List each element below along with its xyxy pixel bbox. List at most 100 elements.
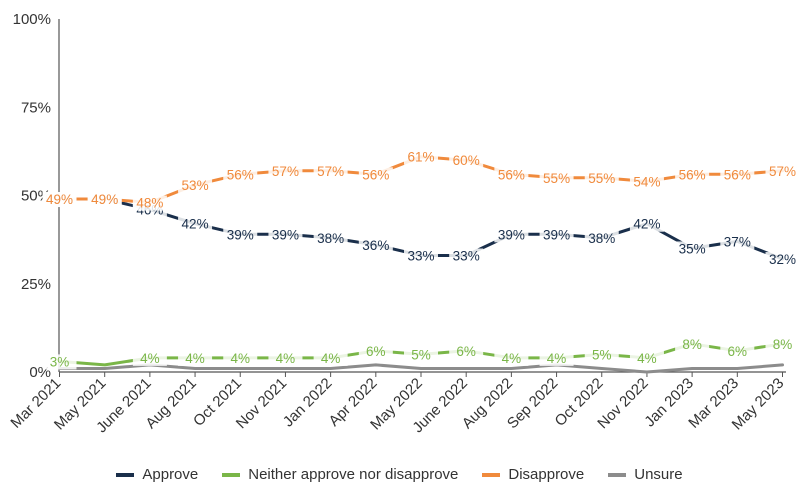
data-label-bg [449, 153, 484, 169]
data-label-disapprove: 57% [769, 164, 796, 179]
data-label-bg [223, 227, 258, 243]
legend-item-approve: Approve [116, 466, 198, 483]
data-label-neither: 6% [728, 344, 748, 359]
data-label-bg [539, 227, 574, 243]
data-label-disapprove: 49% [91, 192, 118, 207]
series-line-unsure [58, 363, 784, 374]
data-label-neither: 4% [185, 351, 205, 366]
data-label-bg [765, 252, 799, 268]
data-label-bg [178, 216, 213, 232]
data-label-approve: 39% [498, 227, 525, 242]
data-label-bg [268, 350, 303, 366]
data-label-bg [313, 350, 348, 366]
data-label-neither: 5% [592, 347, 612, 362]
x-tick-label: Jan 2022 [280, 375, 336, 431]
data-label-disapprove: 54% [633, 174, 660, 189]
data-label-bg [268, 227, 303, 243]
data-label-neither: 4% [276, 351, 296, 366]
legend-label-approve: Approve [142, 466, 199, 483]
legend-label-neither: Neither approve nor disapprove [248, 466, 459, 483]
data-label-disapprove: 49% [46, 192, 73, 207]
data-label-disapprove: 56% [362, 167, 389, 182]
data-label-disapprove: 55% [588, 171, 615, 186]
data-label-bg [765, 163, 799, 179]
data-label-bg [629, 216, 664, 232]
data-label-bg [449, 343, 484, 359]
data-label-bg [358, 237, 393, 253]
data-label-bg [404, 347, 438, 363]
data-label-bg [42, 354, 77, 370]
data-label-approve: 35% [679, 241, 706, 256]
data-label-approve: 33% [407, 249, 434, 264]
data-label-disapprove: 53% [182, 178, 209, 193]
data-label-bg [358, 343, 393, 359]
y-tick-label: 25% [21, 276, 51, 293]
data-label-bg [494, 227, 529, 243]
legend: Approve Neither approve nor disapprove D… [0, 466, 799, 483]
data-label-bg [629, 174, 664, 190]
data-label-bg [494, 167, 529, 183]
data-label-bg [404, 248, 438, 264]
data-label-bg [675, 167, 710, 183]
data-label-neither: 4% [547, 351, 567, 366]
data-label-approve: 37% [724, 234, 751, 249]
data-label-disapprove: 56% [679, 167, 706, 182]
data-label-bg [313, 163, 348, 179]
data-label-neither: 6% [456, 344, 476, 359]
data-label-neither: 5% [411, 347, 431, 362]
data-label-approve: 42% [633, 217, 660, 232]
data-label-disapprove: 56% [227, 167, 254, 182]
legend-swatch-approve [116, 472, 135, 477]
data-label-disapprove: 56% [724, 167, 751, 182]
data-label-bg [87, 192, 122, 208]
data-label-approve: 38% [317, 231, 344, 246]
data-label-disapprove: 61% [407, 150, 434, 165]
legend-swatch-neither [222, 472, 241, 477]
data-label-bg [223, 167, 258, 183]
data-label-bg [178, 177, 213, 193]
legend-swatch-disapprove [482, 472, 501, 477]
data-label-bg [584, 230, 619, 246]
data-label-bg [720, 343, 755, 359]
data-label-bg [629, 350, 664, 366]
legend-swatch-unsure [608, 472, 627, 477]
data-label-bg [132, 350, 167, 366]
legend-label-unsure: Unsure [634, 466, 683, 483]
data-label-disapprove: 55% [543, 171, 570, 186]
data-label-bg [404, 149, 438, 165]
data-label-bg [358, 167, 393, 183]
data-label-disapprove: 48% [136, 196, 163, 211]
data-label-neither: 8% [682, 337, 702, 352]
data-label-approve: 33% [453, 249, 480, 264]
data-label-approve: 39% [272, 227, 299, 242]
y-tick-label: 100% [13, 11, 51, 28]
data-label-approve: 42% [182, 217, 209, 232]
y-tick-label: 75% [21, 99, 51, 116]
data-label-bg [42, 192, 77, 208]
data-label-bg [675, 241, 710, 257]
data-label-bg [313, 230, 348, 246]
data-label-disapprove: 57% [272, 164, 299, 179]
legend-item-unsure: Unsure [608, 466, 683, 483]
data-label-bg [584, 347, 619, 363]
data-label-bg [178, 350, 213, 366]
data-label-neither: 4% [321, 351, 341, 366]
series-labels: 3%4%4%4%4%4%6%5%6%4%4%5%4%8%6%8%49%49%46… [42, 149, 799, 370]
data-label-neither: 4% [502, 351, 522, 366]
data-label-neither: 8% [773, 337, 793, 352]
data-label-bg [675, 336, 710, 352]
data-label-approve: 38% [588, 231, 615, 246]
data-label-bg [765, 336, 799, 352]
data-label-bg [449, 248, 484, 264]
legend-item-disapprove: Disapprove [482, 466, 584, 483]
data-label-bg [720, 234, 755, 250]
data-label-bg [223, 350, 258, 366]
data-label-neither: 6% [366, 344, 386, 359]
data-label-neither: 3% [50, 354, 70, 369]
data-label-disapprove: 56% [498, 167, 525, 182]
series-lines [58, 155, 784, 374]
data-label-bg [539, 350, 574, 366]
data-label-approve: 32% [769, 252, 796, 267]
